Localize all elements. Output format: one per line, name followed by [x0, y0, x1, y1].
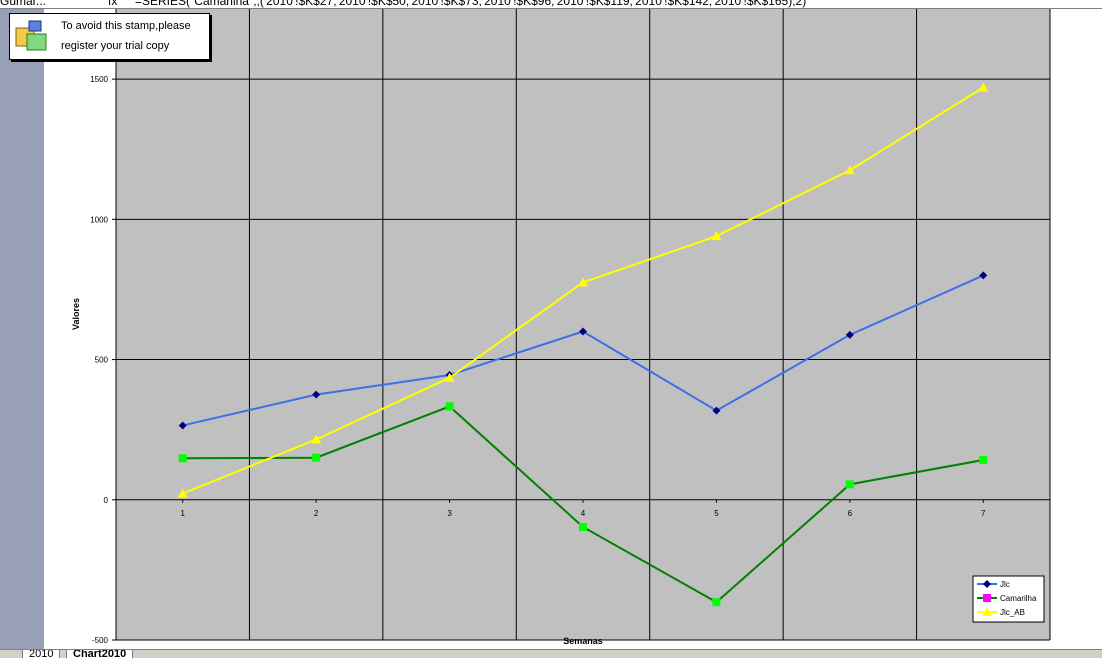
- series-2[interactable]: [177, 82, 989, 498]
- data-point: [444, 372, 455, 382]
- data-point: [579, 522, 587, 531]
- sheet-tab-bar: 2010 Chart2010: [0, 649, 1102, 658]
- data-point: [178, 421, 187, 430]
- data-point: [711, 231, 722, 241]
- sheet-tab-chart2010[interactable]: Chart2010: [66, 650, 134, 658]
- series-0[interactable]: [178, 271, 988, 430]
- worksheet-background: [0, 9, 44, 649]
- y-axis-title: Valores: [71, 298, 81, 330]
- legend-label: Jlc_AB: [1000, 608, 1025, 617]
- data-point: [844, 165, 855, 175]
- data-point: [177, 488, 188, 498]
- data-point: [712, 598, 721, 607]
- stamp-text-line1: To avoid this stamp,please: [61, 20, 191, 32]
- data-point: [712, 406, 721, 415]
- x-tick-label: 4: [581, 509, 586, 518]
- data-point: [312, 390, 321, 399]
- data-point: [979, 455, 988, 464]
- y-tick-label: 1000: [90, 215, 108, 224]
- data-point: [178, 454, 187, 463]
- y-tick-label: -500: [92, 636, 109, 645]
- x-tick-label: 7: [981, 509, 986, 518]
- legend-marker: [982, 607, 992, 616]
- y-axis-ticks: -500 0 500 1000 1500: [90, 75, 116, 645]
- x-axis-ticks: 1 2 3 4 5 6 7: [180, 499, 986, 518]
- data-point: [979, 271, 988, 280]
- x-tick-label: 3: [447, 509, 452, 518]
- formula-input[interactable]: =SERIES("Camarilha",,('2010'!$K$27;'2010…: [135, 0, 807, 8]
- data-point: [578, 277, 588, 287]
- fx-icon: fx: [108, 0, 118, 8]
- legend-marker: [983, 594, 991, 602]
- legend-label: Jlc: [1000, 580, 1010, 589]
- x-tick-label: 2: [314, 509, 319, 518]
- legend[interactable]: Jlc Camarilha Jlc_AB: [972, 575, 1045, 623]
- formula-bar: Gumar... fx =SERIES("Camarilha",,('2010'…: [0, 0, 1102, 9]
- series-1[interactable]: [178, 402, 988, 607]
- sheet-tab-2010[interactable]: 2010: [22, 650, 61, 658]
- data-series: [177, 82, 989, 607]
- y-tick-label: 0: [104, 496, 109, 505]
- y-tick-label: 1500: [90, 75, 108, 84]
- name-box[interactable]: Gumar...: [0, 0, 47, 8]
- data-point: [845, 330, 854, 339]
- worksheet-margin: [1077, 9, 1102, 649]
- plot-area[interactable]: [116, 9, 1050, 640]
- chart-area[interactable]: -500 0 500 1000 1500 1 2 3 4 5 6 7 Valores Semanas…: [44, 9, 1077, 649]
- stamp-windows-icon: [15, 20, 47, 51]
- x-axis-title: Semanas: [563, 636, 603, 646]
- trial-stamp: To avoid this stamp,please register your…: [9, 13, 210, 60]
- legend-marker: [983, 580, 991, 588]
- x-tick-label: 6: [848, 509, 853, 518]
- x-tick-label: 5: [714, 509, 719, 518]
- data-point: [978, 82, 989, 92]
- x-tick-label: 1: [180, 509, 185, 518]
- data-point: [445, 402, 454, 411]
- data-point: [845, 480, 854, 489]
- data-point: [579, 327, 587, 336]
- data-point: [311, 434, 322, 444]
- stamp-text-line2: register your trial copy: [61, 40, 170, 52]
- line-chart[interactable]: -500 0 500 1000 1500 1 2 3 4 5 6 7 Valores Semanas…: [44, 9, 1077, 649]
- gridlines: [115, 9, 1051, 641]
- y-tick-label: 500: [95, 356, 109, 365]
- legend-label: Camarilha: [1000, 594, 1037, 603]
- data-point: [312, 453, 321, 462]
